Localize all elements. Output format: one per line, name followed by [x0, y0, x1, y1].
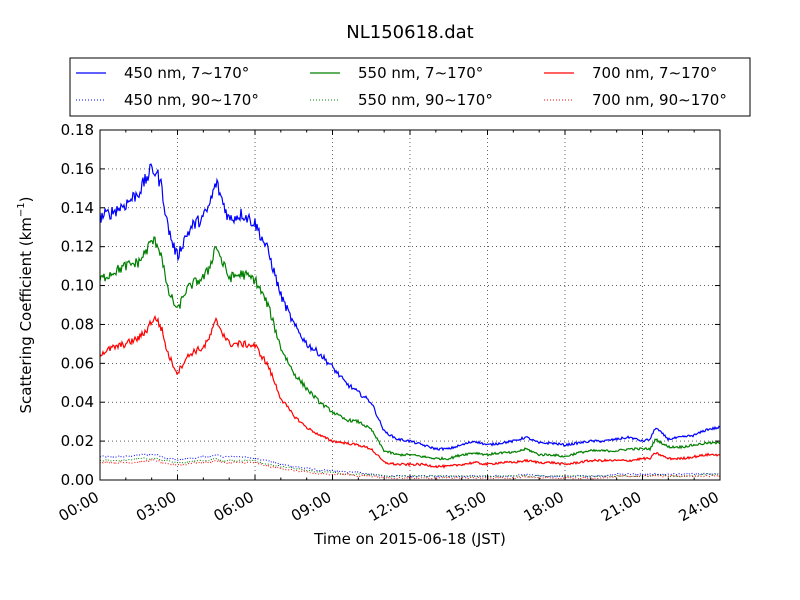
y-tick-label: 0.12 — [61, 238, 94, 256]
series-line-550-nm-7-170-solid — [100, 236, 720, 461]
y-axis-label-tail: ) — [17, 196, 35, 202]
y-tick-label: 0.18 — [61, 121, 94, 139]
chart-title: NL150618.dat — [346, 22, 473, 43]
y-tick-label: 0.02 — [61, 432, 94, 450]
legend-frame — [69, 57, 751, 117]
y-tick-label: 0.08 — [61, 315, 94, 333]
y-axis-label-unit-exponent: −1 — [16, 202, 27, 217]
y-tick-label: 0.06 — [61, 354, 94, 372]
y-tick-label: 0.10 — [61, 277, 94, 295]
y-axis-label-main: Scattering Coefficient (km — [17, 217, 35, 413]
y-tick-label: 0.00 — [61, 471, 94, 489]
series-line-700-nm-7-170-solid — [100, 314, 720, 469]
legend-label: 450 nm, 7∼170° — [124, 64, 249, 82]
y-tick-label: 0.16 — [61, 160, 94, 178]
y-axis-label: Scattering Coefficient (km−1) — [16, 196, 35, 413]
y-tick-label: 0.14 — [61, 199, 94, 217]
legend: 450 nm, 7∼170° 550 nm, 7∼170° 700 nm, 7∼17… — [69, 57, 751, 117]
series-line-450-nm-90-170-dotted — [100, 453, 720, 478]
legend-label: 700 nm, 7∼170° — [592, 64, 717, 82]
legend-label: 550 nm, 90∼170° — [358, 91, 493, 109]
series-line-450-nm-7-170-solid — [100, 163, 720, 452]
legend-label: 450 nm, 90∼170° — [124, 91, 259, 109]
legend-label: 700 nm, 90∼170° — [592, 91, 727, 109]
y-tick-label: 0.04 — [61, 393, 94, 411]
legend-label: 550 nm, 7∼170° — [358, 64, 483, 82]
x-axis-label: Time on 2015-06-18 (JST) — [313, 530, 506, 548]
series-line-700-nm-90-170-dotted — [100, 459, 720, 480]
